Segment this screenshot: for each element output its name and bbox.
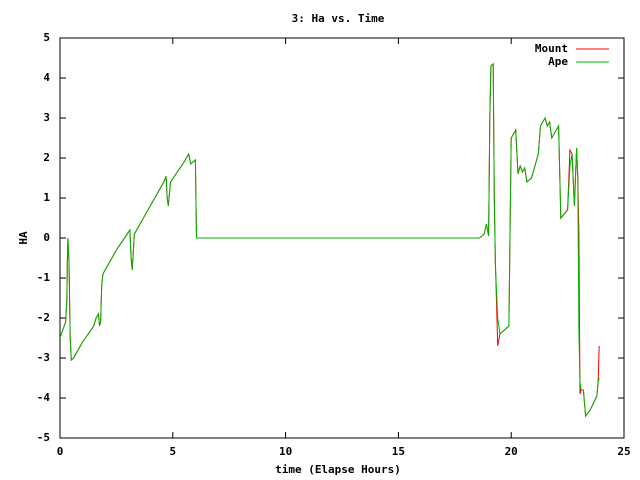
y-tick-label: -2: [37, 311, 50, 324]
y-axis-label: HA: [17, 231, 30, 245]
legend-label: Ape: [548, 55, 568, 68]
y-tick-label: -5: [37, 431, 50, 444]
y-tick-label: 2: [43, 151, 50, 164]
y-tick-label: -1: [37, 271, 51, 284]
x-tick-label: 10: [279, 445, 292, 458]
x-tick-label: 15: [392, 445, 405, 458]
y-tick-label: -3: [37, 351, 50, 364]
y-tick-label: -4: [37, 391, 51, 404]
legend-label: Mount: [535, 42, 568, 55]
y-tick-label: 3: [43, 111, 50, 124]
y-tick-label: 0: [43, 231, 50, 244]
x-tick-label: 25: [617, 445, 630, 458]
x-tick-label: 5: [169, 445, 176, 458]
series-line: [59, 62, 600, 418]
chart-title: 3: Ha vs. Time: [292, 12, 385, 25]
y-tick-label: 5: [43, 31, 50, 44]
x-tick-label: 0: [57, 445, 64, 458]
y-tick-label: 4: [43, 71, 50, 84]
y-tick-label: 1: [43, 191, 50, 204]
series-line: [59, 62, 600, 418]
x-axis-label: time (Elapse Hours): [275, 463, 401, 476]
x-tick-label: 20: [505, 445, 518, 458]
